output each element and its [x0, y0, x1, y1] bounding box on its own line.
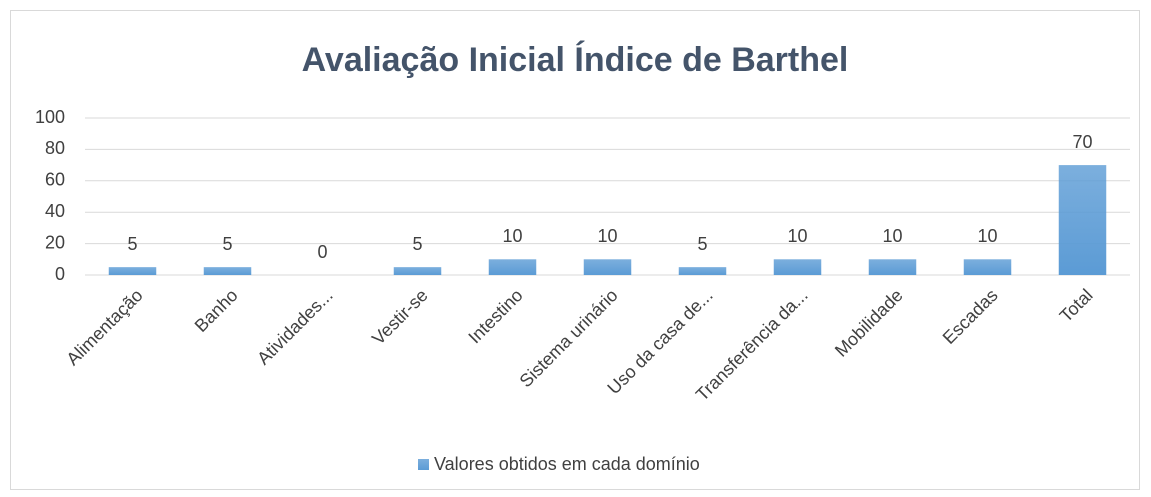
- bar: [583, 259, 632, 275]
- legend-swatch: [418, 459, 429, 470]
- bar: [773, 259, 822, 275]
- data-label: 5: [222, 234, 232, 254]
- bar: [393, 267, 442, 275]
- data-label: 10: [787, 226, 807, 246]
- y-tick-label: 100: [35, 107, 65, 127]
- y-tick-label: 60: [45, 170, 65, 190]
- chart-frame: [10, 10, 1140, 490]
- bar: [963, 259, 1012, 275]
- bar: [678, 267, 727, 275]
- y-tick-label: 40: [45, 201, 65, 221]
- chart-title: Avaliação Inicial Índice de Barthel: [302, 41, 849, 79]
- data-label: 5: [127, 234, 137, 254]
- data-label: 10: [977, 226, 997, 246]
- bar: [1058, 165, 1107, 275]
- bar: [488, 259, 537, 275]
- y-tick-label: 20: [45, 232, 65, 252]
- data-label: 10: [597, 226, 617, 246]
- data-label: 5: [697, 234, 707, 254]
- bar: [108, 267, 157, 275]
- data-label: 10: [502, 226, 522, 246]
- y-tick-label: 80: [45, 138, 65, 158]
- data-label: 0: [317, 242, 327, 262]
- data-label: 5: [412, 234, 422, 254]
- data-label: 70: [1072, 132, 1092, 152]
- bar: [203, 267, 252, 275]
- data-label: 10: [882, 226, 902, 246]
- legend-label: Valores obtidos em cada domínio: [434, 454, 700, 474]
- bar: [868, 259, 917, 275]
- y-tick-label: 0: [55, 264, 65, 284]
